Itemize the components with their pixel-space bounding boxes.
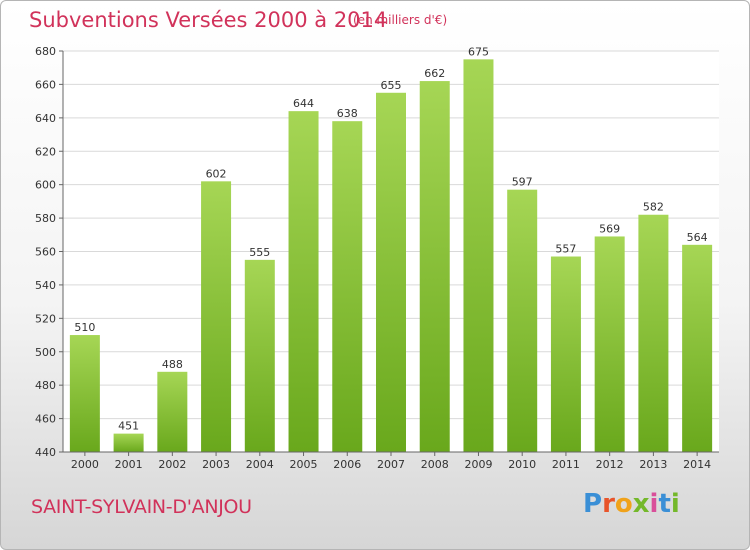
x-tick-label: 2006: [333, 458, 361, 471]
bar-2000: [69, 335, 100, 452]
bar-2003: [201, 181, 232, 452]
y-tick-label: 440: [35, 446, 56, 459]
proxiti-logo: Proxiti: [583, 489, 680, 519]
x-tick-label: 2005: [290, 458, 318, 471]
x-tick-label: 2000: [71, 458, 99, 471]
y-tick-label: 620: [35, 145, 56, 158]
x-tick-label: 2013: [639, 458, 667, 471]
data-label-2002: 488: [162, 358, 183, 371]
bar-2008: [419, 81, 450, 452]
x-tick-label: 2012: [596, 458, 624, 471]
y-tick-label: 540: [35, 279, 56, 292]
commune-name: SAINT-SYLVAIN-D'ANJOU: [31, 496, 252, 518]
y-tick-label: 600: [35, 179, 56, 192]
data-label-2014: 564: [687, 231, 708, 244]
data-label-2007: 655: [381, 79, 402, 92]
data-label-2012: 569: [599, 222, 620, 235]
data-label-2008: 662: [424, 67, 445, 80]
data-label-2011: 557: [555, 243, 576, 256]
data-label-2006: 638: [337, 107, 358, 120]
bar-2013: [638, 214, 669, 452]
data-label-2005: 644: [293, 97, 314, 110]
bar-2006: [332, 121, 363, 453]
data-label-2004: 555: [249, 246, 270, 259]
logo-letter: i: [649, 489, 659, 519]
axes: 440 460 480 500 520 540 560 580 600 620 640 660 680 2…: [35, 45, 719, 471]
x-tick-label: 2001: [115, 458, 143, 471]
x-tick-label: 2010: [508, 458, 536, 471]
logo-letter: P: [583, 489, 603, 519]
logo-letter: o: [614, 489, 633, 519]
chart-subtitle: (en milliers d'€): [353, 13, 448, 27]
x-tick-label: 2003: [202, 458, 230, 471]
y-tick-label: 460: [35, 413, 56, 426]
bar-2010: [507, 189, 538, 452]
x-tick-label: 2004: [246, 458, 274, 471]
data-label-2000: 510: [74, 321, 95, 334]
data-label-2001: 451: [118, 420, 139, 433]
x-tick-label: 2009: [464, 458, 492, 471]
x-tick-label: 2002: [158, 458, 186, 471]
bar-2002: [157, 371, 188, 452]
y-tick-label: 520: [35, 312, 56, 325]
y-tick-label: 480: [35, 379, 56, 392]
data-label-2009: 675: [468, 45, 489, 58]
y-tick-label: 580: [35, 212, 56, 225]
data-label-2010: 597: [512, 176, 533, 189]
y-tick-label: 680: [35, 45, 56, 58]
logo-letter: t: [658, 489, 671, 519]
bar-2007: [376, 92, 406, 452]
y-tick-label: 500: [35, 346, 56, 359]
y-tick-label: 660: [35, 78, 56, 91]
bar-2004: [244, 259, 275, 452]
logo-letter: i: [670, 489, 680, 519]
bar-2001: [113, 433, 144, 452]
bar-chart: 510 451 488 602 555 644 638 655 662 675 597 557 569 5…: [35, 45, 719, 471]
x-tick-label: 2007: [377, 458, 405, 471]
bar-2005: [288, 111, 319, 453]
logo-letter: r: [602, 489, 615, 519]
logo-letter: x: [632, 489, 650, 519]
chart-title: Subventions Versées 2000 à 2014: [29, 8, 388, 32]
x-tick-label: 2011: [552, 458, 580, 471]
bar-2014: [682, 244, 713, 452]
bar-2009: [463, 59, 494, 453]
y-tick-label: 560: [35, 246, 56, 259]
data-label-2013: 582: [643, 201, 664, 214]
bar-2012: [594, 236, 625, 452]
bar-2011: [550, 256, 581, 452]
y-tick-label: 640: [35, 112, 56, 125]
data-label-2003: 602: [206, 167, 227, 180]
bars: 510 451 488 602 555 644 638 655 662 675 597 557 569 5…: [69, 45, 713, 453]
x-tick-label: 2014: [683, 458, 711, 471]
x-tick-label: 2008: [421, 458, 449, 471]
